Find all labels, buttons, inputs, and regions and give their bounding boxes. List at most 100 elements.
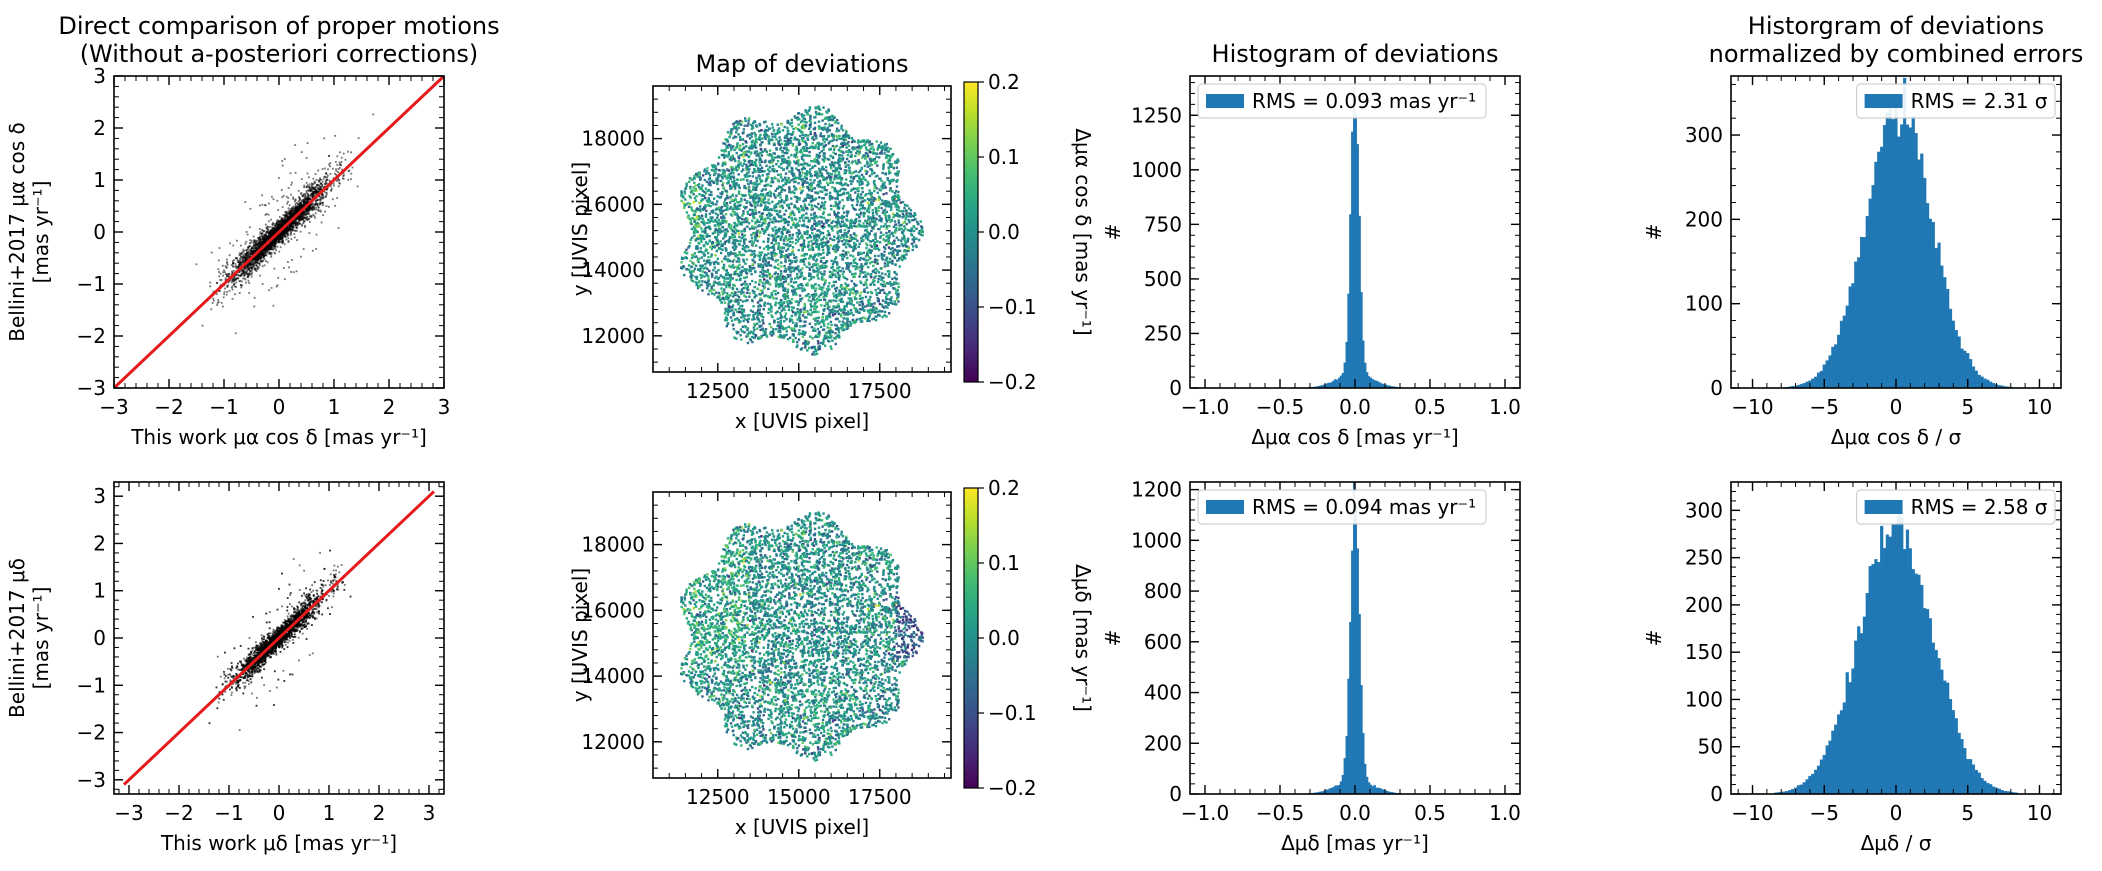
map-point	[838, 299, 841, 302]
map-point	[736, 201, 739, 204]
data-point	[306, 184, 309, 187]
map-point	[763, 255, 766, 259]
map-point	[774, 237, 777, 240]
map-point	[874, 175, 877, 178]
map-point	[852, 313, 855, 317]
map-point	[828, 123, 831, 126]
data-point	[233, 277, 236, 280]
data-point	[313, 207, 316, 210]
data-point	[288, 215, 290, 218]
map-point	[801, 171, 804, 174]
data-point	[246, 274, 249, 277]
map-point	[790, 133, 793, 136]
data-point	[248, 263, 251, 266]
data-point	[261, 203, 264, 206]
map-point	[809, 186, 812, 190]
data-point	[303, 201, 306, 204]
data-point	[290, 183, 293, 186]
map-point	[898, 265, 901, 268]
map-point	[845, 135, 849, 138]
map-point	[854, 154, 857, 158]
data-point	[263, 233, 266, 236]
data-point	[323, 137, 326, 140]
map-point	[759, 328, 762, 332]
map-point	[824, 331, 828, 335]
data-point	[320, 179, 323, 181]
map-point	[763, 222, 767, 225]
data-point	[285, 217, 288, 220]
map-point	[806, 154, 809, 157]
data-point	[309, 204, 312, 207]
data-point	[216, 304, 219, 306]
data-point	[281, 164, 284, 167]
data-point	[235, 239, 238, 242]
data-point	[236, 266, 239, 269]
data-point	[274, 223, 277, 226]
map-point	[879, 283, 883, 286]
map-point	[874, 310, 878, 314]
data-point	[272, 304, 275, 307]
data-point	[231, 297, 234, 300]
data-point	[263, 250, 266, 253]
map-point	[784, 172, 788, 175]
data-point	[284, 229, 287, 232]
map-point	[884, 218, 888, 221]
data-point	[257, 262, 260, 265]
map-point	[887, 159, 890, 162]
map-point	[742, 178, 745, 181]
data-point	[288, 223, 291, 226]
data-point	[224, 265, 227, 268]
data-point	[238, 265, 241, 268]
map-point	[799, 268, 802, 272]
map-point	[817, 277, 820, 280]
data-point	[242, 256, 244, 259]
data-point	[300, 205, 303, 208]
data-point	[305, 208, 308, 211]
map-point	[758, 258, 762, 261]
data-point	[246, 249, 248, 252]
data-point	[256, 265, 259, 268]
map-point	[794, 300, 797, 303]
map-point	[805, 121, 808, 124]
map-point	[850, 154, 853, 157]
data-point	[318, 188, 321, 191]
map-point	[841, 214, 844, 218]
data-point	[251, 259, 254, 262]
map-point	[874, 267, 878, 271]
data-point	[243, 269, 246, 272]
y-tick-label: −1	[77, 272, 106, 296]
map-point	[842, 243, 845, 246]
map-point	[756, 220, 759, 224]
map-point	[760, 215, 764, 219]
data-point	[330, 189, 333, 192]
data-point	[317, 169, 320, 172]
map-point	[803, 263, 806, 266]
data-point	[226, 291, 229, 293]
map-point	[832, 284, 836, 287]
data-point	[253, 296, 256, 299]
map-point	[867, 182, 870, 185]
data-point	[265, 250, 268, 253]
data-point	[310, 189, 313, 192]
data-point	[246, 233, 249, 236]
map-point	[878, 227, 881, 231]
data-point	[240, 255, 242, 258]
data-point	[289, 172, 292, 175]
data-point	[250, 239, 253, 242]
data-point	[328, 154, 331, 157]
map-point	[780, 302, 784, 305]
data-point	[307, 199, 309, 202]
data-point	[251, 252, 254, 255]
map-points	[679, 105, 924, 356]
data-point	[319, 201, 322, 204]
data-point	[247, 246, 249, 248]
map-point	[796, 275, 799, 278]
data-point	[303, 212, 306, 215]
data-point	[253, 305, 256, 308]
data-point	[296, 209, 299, 211]
data-point	[302, 198, 305, 201]
map-point	[779, 303, 783, 307]
map-point	[834, 299, 838, 303]
data-point	[283, 214, 286, 217]
map-point	[696, 222, 699, 225]
